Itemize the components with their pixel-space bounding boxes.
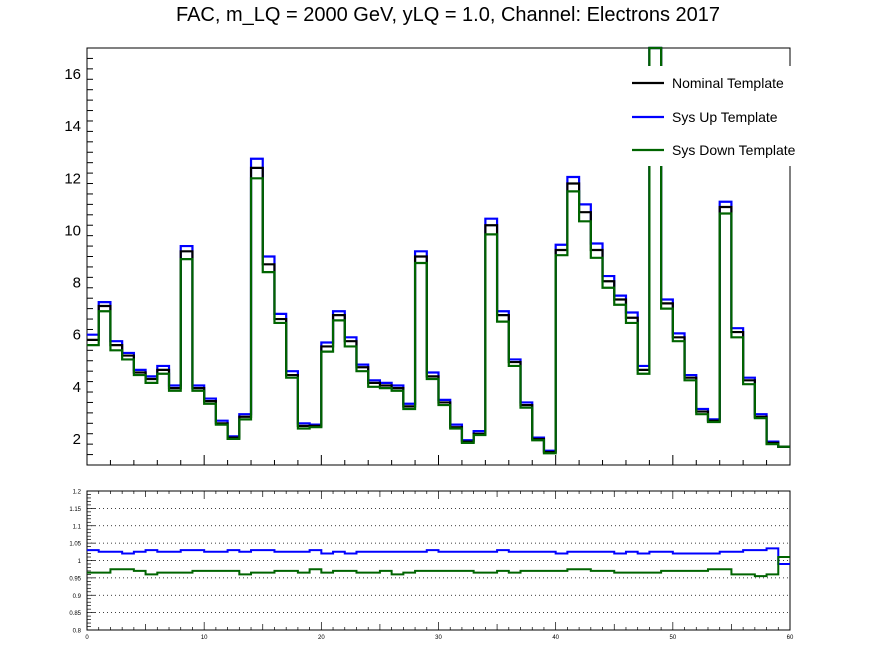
ratio-y-tick-label: 0.8 — [73, 629, 82, 635]
ratio-y-tick-label: 0.9 — [73, 594, 82, 600]
y-tick-label: 6 — [73, 327, 81, 344]
ratio-up-line — [87, 547, 790, 565]
ratio-y-tick-label: 1.2 — [73, 490, 82, 496]
x-tick-label: 10 — [201, 635, 208, 641]
legend-label: Sys Up Template — [672, 109, 778, 125]
legend-label: Nominal Template — [672, 75, 784, 91]
ratio-y-tick-label: 1.15 — [69, 507, 81, 513]
ratio-y-tick-label: 1.1 — [73, 524, 82, 530]
y-tick-label: 4 — [73, 379, 81, 396]
bottom-panel-frame — [86, 490, 791, 631]
ratio-down-line — [87, 556, 790, 578]
series-sys-down-template — [87, 46, 790, 455]
y-tick-label: 14 — [64, 118, 81, 135]
x-tick-label: 40 — [552, 635, 559, 641]
chart-title: FAC, m_LQ = 2000 GeV, yLQ = 1.0, Channel… — [175, 4, 721, 26]
ratio-y-tick-label: 1 — [78, 559, 82, 565]
x-tick-label: 50 — [669, 635, 676, 641]
y-tick-label: 12 — [64, 170, 81, 187]
x-tick-label: 60 — [787, 635, 794, 641]
ratio-y-tick-label: 0.85 — [69, 611, 81, 617]
ratio-y-tick-label: 1.05 — [69, 542, 81, 548]
y-tick-label: 8 — [73, 275, 81, 292]
y-tick-label: 10 — [64, 222, 81, 239]
legend-label: Sys Down Template — [672, 142, 796, 158]
ratio-y-tick-label: 0.95 — [69, 576, 81, 582]
x-tick-label: 0 — [85, 635, 89, 641]
y-tick-label: 2 — [73, 431, 81, 448]
x-tick-label: 30 — [435, 635, 442, 641]
y-tick-label: 16 — [64, 66, 81, 83]
x-tick-label: 20 — [318, 635, 325, 641]
